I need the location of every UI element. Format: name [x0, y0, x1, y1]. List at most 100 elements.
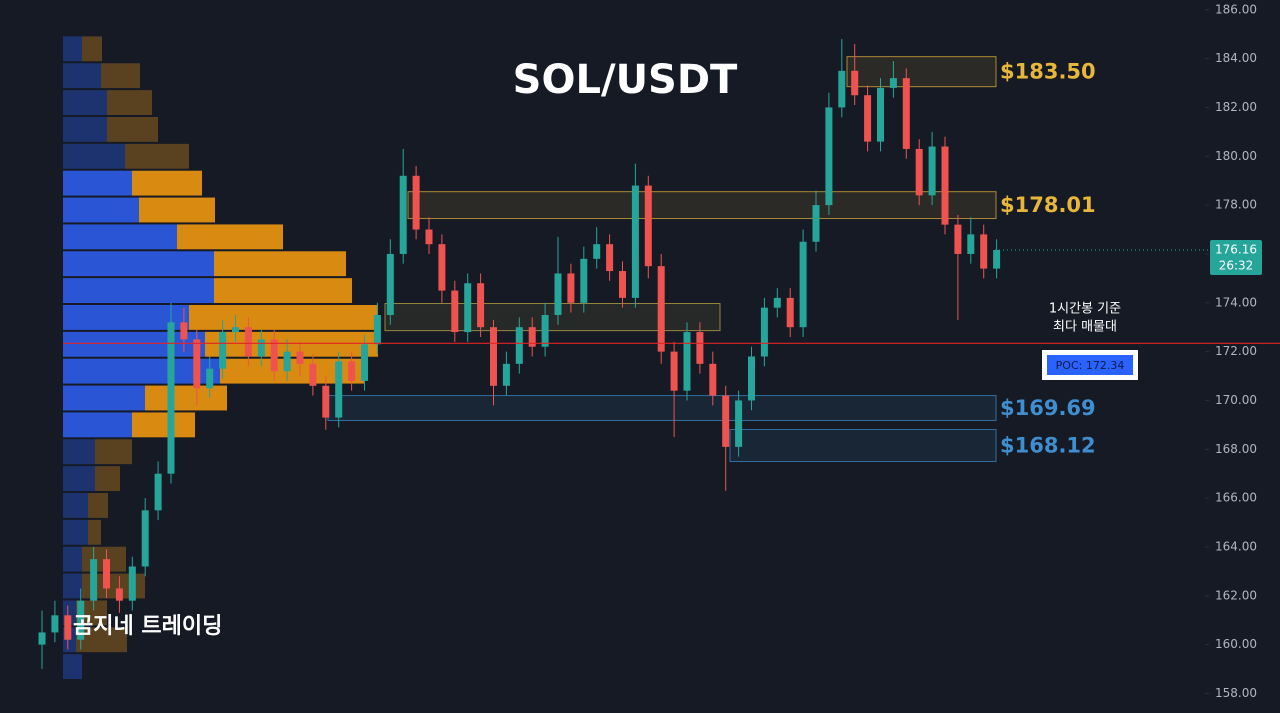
candle-body [683, 332, 691, 391]
profile-buy [63, 439, 95, 465]
profile-buy [63, 573, 82, 599]
profile-sell [95, 466, 120, 492]
candle-body [696, 332, 704, 364]
candle-body [580, 258, 588, 303]
zone [846, 56, 997, 88]
candle-body [825, 107, 833, 206]
zone-label: $169.69 [1000, 396, 1096, 420]
candle-body [257, 339, 265, 357]
candle-body [322, 385, 330, 418]
candle-body [477, 283, 485, 328]
candle-body [348, 361, 356, 381]
profile-sell [82, 36, 102, 62]
candle-body [889, 78, 897, 88]
profile-buy [63, 36, 82, 62]
y-tick-label: 158.00 [1215, 686, 1257, 700]
candle-body [748, 356, 755, 401]
candle-body [490, 327, 497, 386]
profile-sell [145, 385, 227, 411]
profile-sell [214, 278, 352, 304]
candle-body [657, 266, 665, 352]
candle-body [541, 314, 549, 347]
profile-buy [63, 493, 88, 518]
candle-body [709, 363, 717, 396]
candle-body [993, 250, 1001, 269]
overlay: 186.00184.00182.00180.00178.00176.00174.… [63, 2, 1280, 700]
profile-sell [214, 251, 346, 277]
candle-body [77, 600, 85, 640]
profile-sell [101, 63, 140, 89]
y-tick-label: 160.00 [1215, 637, 1257, 651]
zone [407, 191, 997, 220]
profile-sell [139, 197, 215, 223]
annotation: 최다 매물대 [1053, 320, 1117, 335]
candle-body [773, 297, 781, 308]
y-tick-label: 162.00 [1215, 588, 1257, 602]
profile-buy [63, 519, 88, 545]
candle-body [928, 146, 936, 196]
candle-body [451, 290, 459, 333]
profile-buy [63, 197, 139, 223]
profile-buy [63, 278, 214, 304]
candle-body [941, 146, 949, 225]
profile-buy [63, 654, 82, 680]
profile-buy [63, 251, 214, 277]
candle-body [877, 87, 884, 142]
candle-body [606, 244, 614, 272]
y-tick-label: 178.00 [1215, 198, 1257, 212]
poc-box-inner [1047, 355, 1133, 375]
profile-buy [63, 546, 82, 572]
current-price: 176.16 [1215, 243, 1257, 257]
candle-body [193, 339, 201, 389]
candles [38, 39, 1001, 670]
y-tick-label: 186.00 [1215, 2, 1257, 16]
current-price-tag [1210, 240, 1262, 276]
candle-body [244, 327, 252, 357]
candle-body [438, 244, 446, 291]
candle-body [851, 70, 859, 96]
candle-body [309, 363, 317, 386]
profile-sell [107, 116, 158, 142]
candle-body [167, 322, 175, 474]
annotation: 1시간봉 기준 [1049, 302, 1121, 317]
candle-body [760, 307, 768, 357]
profile-sell [132, 412, 195, 438]
profile-sell [76, 627, 127, 653]
candle-body [180, 322, 188, 340]
candle-body [954, 224, 962, 254]
candle-body [915, 148, 923, 196]
candle-body [644, 185, 652, 267]
candle-body [980, 234, 988, 269]
zone [384, 303, 721, 332]
candle-body [864, 95, 872, 142]
profile-buy [63, 63, 101, 89]
candle-body [735, 400, 743, 447]
candle-body [722, 395, 730, 447]
candle-body [593, 244, 601, 259]
candle-body [232, 327, 239, 333]
profile-sell [107, 90, 152, 115]
candle-body [386, 253, 394, 315]
candle-body [554, 273, 562, 315]
candle-body [619, 271, 626, 298]
zone [729, 429, 997, 462]
candle-body [412, 175, 420, 230]
y-tick-label: 184.00 [1215, 51, 1257, 65]
zone [327, 395, 997, 421]
candle-body [128, 566, 136, 601]
y-tick-label: 180.00 [1215, 149, 1257, 163]
profile-buy [63, 90, 107, 115]
poc-label: POC: 172.34 [1056, 359, 1125, 372]
profile-sell [177, 224, 283, 250]
candle-body [425, 229, 433, 245]
candle-body [51, 615, 59, 633]
profile-sell [189, 305, 378, 330]
candle-body [38, 632, 46, 645]
candle-body [515, 327, 523, 364]
candle-body [528, 327, 536, 347]
zone-label: $168.12 [1000, 434, 1096, 458]
candle-body [812, 205, 820, 242]
profile-sell [220, 358, 364, 384]
profile-buy [63, 466, 95, 492]
